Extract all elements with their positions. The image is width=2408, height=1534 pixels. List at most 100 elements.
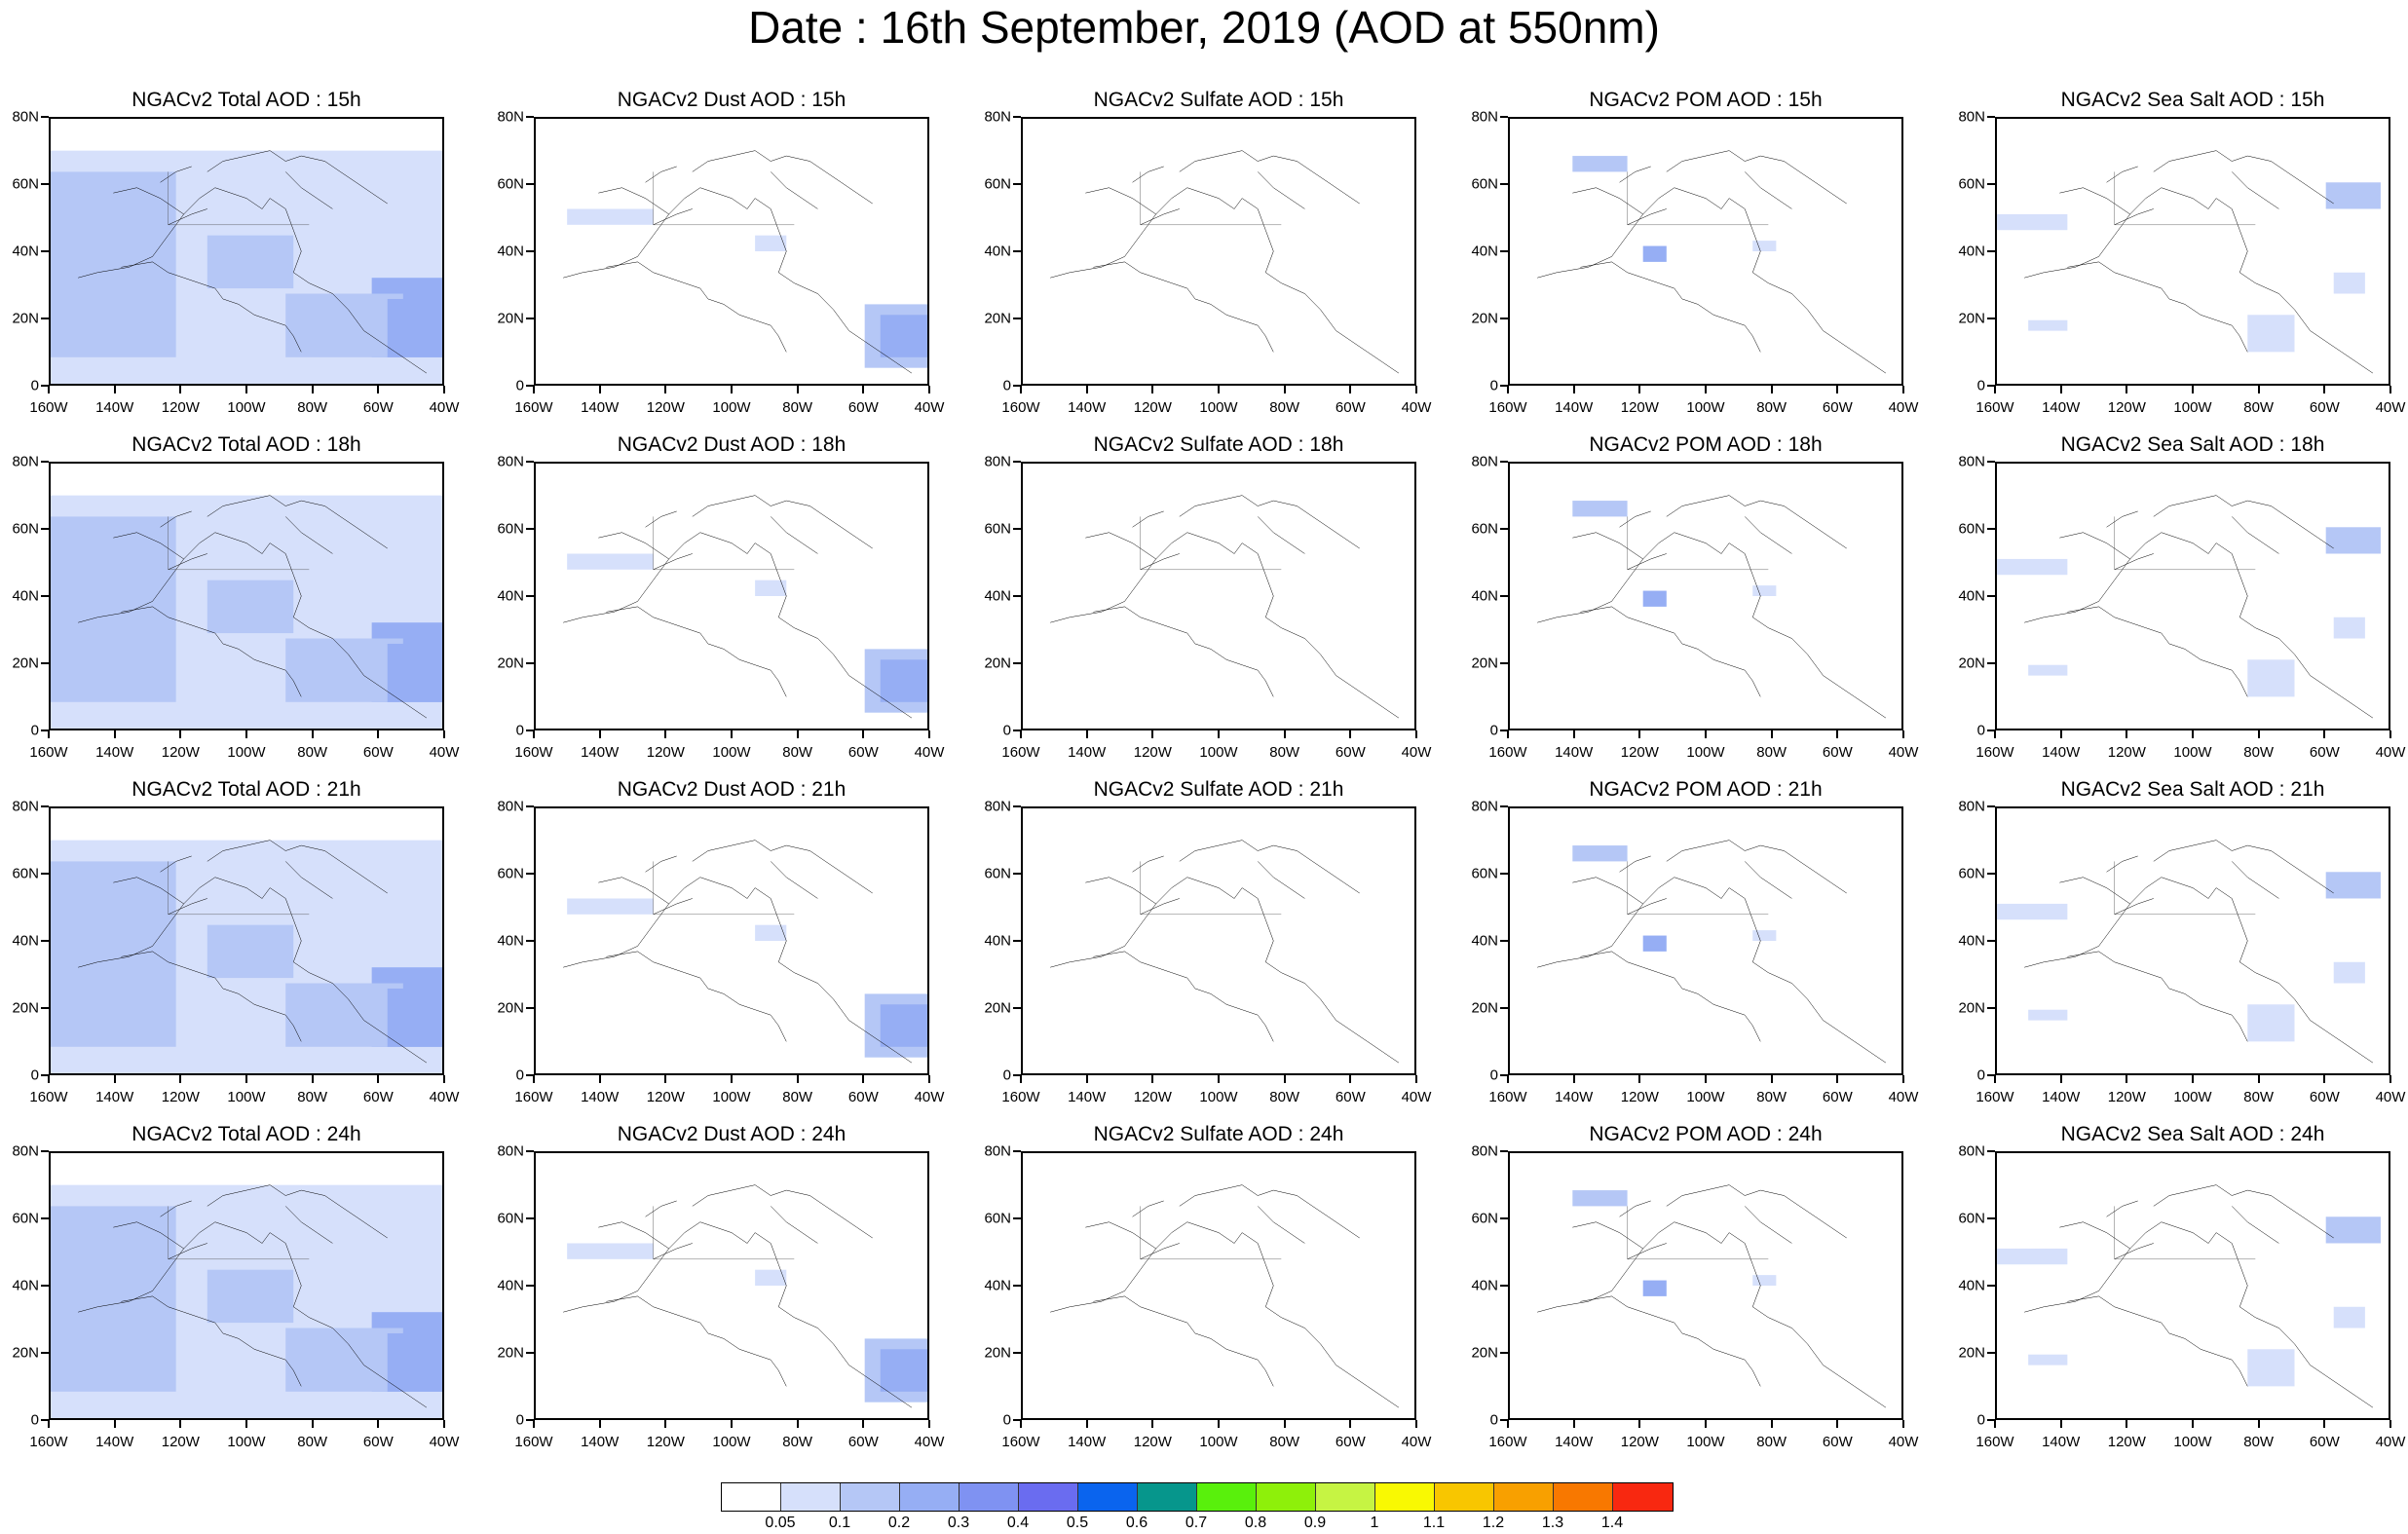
panel-title: NGACv2 Sulfate AOD : 21h — [1093, 778, 1344, 801]
x-tick — [1283, 386, 1286, 393]
y-tick — [1500, 1419, 1508, 1421]
x-tick-label: 140W — [1068, 399, 1107, 416]
y-tick — [1987, 1419, 1995, 1421]
x-tick — [1151, 1420, 1154, 1428]
x-tick-label: 120W — [2107, 1089, 2146, 1105]
y-tick — [1013, 1285, 1021, 1287]
x-tick — [2192, 730, 2194, 738]
map-plot-area — [1508, 1151, 1903, 1420]
x-tick-label: 60W — [2309, 1434, 2340, 1450]
map-panel: NGACv2 Sulfate AOD : 24h 80N 60N 40N 20N 0 160… — [984, 1123, 1431, 1450]
x-tick-label: 40W — [2375, 1089, 2406, 1105]
x-tick-label: 160W — [1975, 399, 2014, 416]
y-tick — [526, 662, 534, 664]
map-plot-area — [1021, 806, 1416, 1075]
y-tick — [41, 116, 49, 118]
aod-shading — [2028, 1009, 2068, 1021]
y-tick-label: 20N — [1958, 655, 1985, 672]
aod-shading — [1752, 930, 1777, 941]
x-tick-label: 120W — [1620, 399, 1659, 416]
aod-shading — [1997, 213, 2068, 231]
x-tick-label: 100W — [712, 1434, 751, 1450]
x-tick-label: 120W — [161, 1089, 200, 1105]
aod-shading — [755, 924, 787, 941]
coastline — [78, 841, 427, 1063]
x-tick-label: 100W — [2173, 1089, 2212, 1105]
y-tick-label: 40N — [1471, 932, 1498, 950]
y-tick — [41, 1074, 49, 1076]
x-tick — [377, 1075, 380, 1083]
coastline — [2024, 496, 2373, 718]
y-tick — [1500, 183, 1508, 185]
coastline — [1050, 151, 1399, 373]
x-tick-label: 60W — [362, 744, 394, 761]
x-tick-label: 40W — [429, 744, 460, 761]
x-tick-label: 160W — [514, 399, 553, 416]
country-border — [1141, 516, 1282, 569]
map-canvas — [536, 808, 927, 1073]
x-tick-label: 40W — [1401, 1434, 1432, 1450]
x-tick — [1218, 1420, 1220, 1428]
x-tick-label: 40W — [1401, 1089, 1432, 1105]
aod-shading — [755, 580, 787, 596]
x-tick-label: 40W — [1401, 744, 1432, 761]
map-plot-area — [1508, 117, 1903, 386]
y-tick-label: 40N — [984, 243, 1011, 260]
x-tick-label: 100W — [227, 744, 266, 761]
x-tick — [1836, 730, 1839, 738]
y-tick — [1013, 940, 1021, 942]
x-tick — [928, 1420, 930, 1428]
colorbar-cell — [781, 1483, 841, 1511]
y-tick-label: 80N — [984, 108, 1011, 126]
x-tick-label: 80W — [297, 1089, 328, 1105]
x-tick-label: 160W — [29, 1089, 68, 1105]
y-tick-label: 60N — [12, 175, 39, 193]
map-plot-area — [534, 117, 929, 386]
x-tick-label: 80W — [2243, 1434, 2275, 1450]
colorbar-cell — [1494, 1483, 1554, 1511]
country-border — [1628, 1206, 1769, 1258]
y-tick — [1013, 1007, 1021, 1009]
x-tick — [2257, 386, 2260, 393]
y-tick — [41, 662, 49, 664]
country-border — [169, 861, 310, 914]
x-tick — [1349, 730, 1352, 738]
x-tick — [1705, 386, 1707, 393]
y-tick — [41, 250, 49, 252]
colorbar-label: 0.8 — [1244, 1515, 1267, 1531]
y-tick-label: 60N — [1471, 520, 1498, 538]
aod-shading — [51, 516, 176, 702]
y-tick — [1500, 662, 1508, 664]
y-tick-label: 60N — [1471, 865, 1498, 882]
x-tick — [1349, 1420, 1352, 1428]
x-tick-label: 80W — [782, 399, 813, 416]
y-tick — [1987, 1007, 1995, 1009]
colorbar-cell — [722, 1483, 781, 1511]
aod-shading — [567, 208, 654, 225]
colorbar-cell — [959, 1483, 1019, 1511]
x-tick — [1638, 730, 1641, 738]
x-tick — [1902, 730, 1904, 738]
x-tick — [1902, 386, 1904, 393]
x-tick — [2389, 1075, 2391, 1083]
x-tick-label: 160W — [29, 744, 68, 761]
x-tick — [1770, 730, 1773, 738]
y-tick-label: 20N — [984, 310, 1011, 327]
x-tick-label: 160W — [514, 744, 553, 761]
x-tick — [2059, 1075, 2062, 1083]
x-tick-label: 80W — [297, 744, 328, 761]
y-tick-label: 80N — [984, 1142, 1011, 1160]
y-tick — [1500, 250, 1508, 252]
x-tick — [862, 386, 865, 393]
aod-shading — [2247, 1004, 2295, 1042]
colorbar-label: 1.2 — [1482, 1515, 1505, 1531]
y-tick-label: 20N — [12, 1344, 39, 1362]
y-tick-label: 0 — [1489, 377, 1498, 394]
aod-shading — [2325, 1216, 2381, 1244]
country-border — [2115, 861, 2256, 914]
y-tick — [526, 940, 534, 942]
x-tick-label: 40W — [914, 399, 945, 416]
x-tick-label: 140W — [1068, 744, 1107, 761]
y-tick — [41, 528, 49, 530]
colorbar-label: 0.05 — [765, 1515, 796, 1531]
